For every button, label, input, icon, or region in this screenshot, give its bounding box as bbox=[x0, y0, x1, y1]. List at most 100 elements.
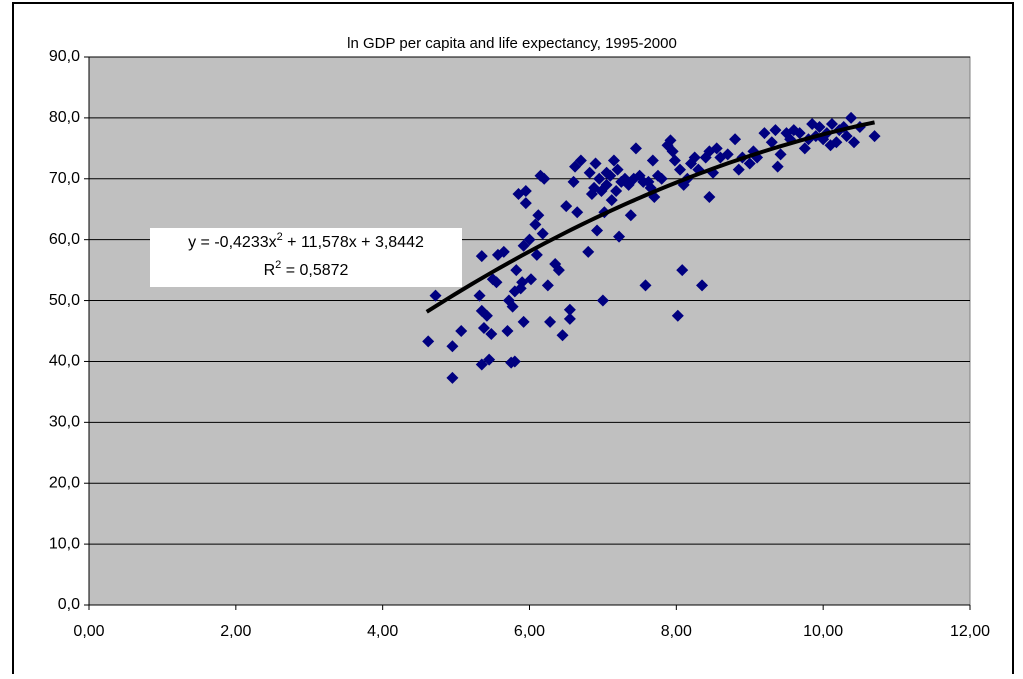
point bbox=[485, 328, 498, 341]
point bbox=[475, 250, 488, 263]
point bbox=[655, 172, 668, 185]
trendline-label-box bbox=[150, 228, 462, 287]
trendline-label: y = -0,4233x2 + 11,578x + 3,8442 bbox=[188, 231, 424, 251]
x-tick-label: 0,00 bbox=[73, 623, 104, 640]
point bbox=[541, 279, 554, 292]
point bbox=[774, 148, 787, 161]
point bbox=[523, 233, 536, 246]
point bbox=[806, 117, 819, 130]
point bbox=[769, 124, 782, 137]
point bbox=[591, 224, 604, 237]
trendline bbox=[425, 120, 875, 314]
point bbox=[510, 264, 523, 277]
point bbox=[646, 154, 659, 167]
chart-title: ln GDP per capita and life expectancy, 1… bbox=[347, 35, 677, 52]
point bbox=[607, 154, 620, 167]
point bbox=[422, 335, 435, 348]
point bbox=[758, 127, 771, 140]
point bbox=[639, 279, 652, 292]
point bbox=[536, 227, 549, 240]
point bbox=[848, 136, 861, 149]
plot-area bbox=[88, 56, 971, 606]
point bbox=[480, 309, 493, 322]
point bbox=[825, 117, 838, 130]
point bbox=[671, 309, 684, 322]
point bbox=[517, 315, 530, 328]
y-tick-label: 80,0 bbox=[49, 109, 80, 126]
point bbox=[475, 358, 488, 371]
point bbox=[674, 163, 687, 176]
point bbox=[552, 264, 565, 277]
point bbox=[771, 160, 784, 173]
point bbox=[524, 273, 537, 286]
point bbox=[497, 245, 510, 258]
point bbox=[610, 184, 623, 197]
trendline-label-part: + 11,578x + 3,8442 bbox=[283, 234, 424, 251]
point bbox=[840, 130, 853, 143]
point bbox=[483, 353, 496, 366]
trendline-label-part: = 0,5872 bbox=[281, 262, 348, 279]
point bbox=[593, 172, 606, 185]
y-tick-label: 20,0 bbox=[49, 474, 80, 491]
point bbox=[668, 154, 681, 167]
point bbox=[563, 303, 576, 316]
y-tick-label: 50,0 bbox=[49, 292, 80, 309]
y-tick-label: 40,0 bbox=[49, 353, 80, 370]
point bbox=[446, 340, 459, 353]
point bbox=[501, 325, 514, 337]
point bbox=[666, 145, 679, 158]
y-tick-label: 70,0 bbox=[49, 170, 80, 187]
point bbox=[446, 371, 459, 384]
point bbox=[729, 133, 742, 146]
y-tick-label: 0,0 bbox=[58, 596, 80, 613]
x-tick-label: 10,00 bbox=[803, 623, 843, 640]
point bbox=[664, 134, 677, 147]
point bbox=[743, 157, 756, 170]
point bbox=[583, 166, 596, 179]
point bbox=[600, 178, 613, 191]
point bbox=[455, 325, 468, 337]
trendline-label-part: 2 bbox=[275, 259, 281, 271]
point bbox=[529, 218, 542, 231]
trendline-label-part: 2 bbox=[277, 231, 283, 243]
point bbox=[519, 184, 532, 197]
x-tick-label: 4,00 bbox=[367, 623, 398, 640]
point bbox=[544, 315, 557, 328]
y-tick-label: 60,0 bbox=[49, 231, 80, 248]
point bbox=[574, 154, 587, 167]
point bbox=[519, 197, 532, 210]
point bbox=[611, 163, 624, 176]
point bbox=[604, 169, 617, 182]
point bbox=[473, 289, 486, 302]
point bbox=[538, 172, 551, 185]
point bbox=[556, 329, 569, 342]
point bbox=[490, 276, 503, 289]
trendline-label: R2 = 0,5872 bbox=[264, 259, 349, 279]
point bbox=[613, 230, 626, 243]
point bbox=[798, 142, 811, 155]
point bbox=[868, 130, 881, 143]
point bbox=[560, 200, 573, 213]
point bbox=[710, 142, 723, 155]
y-tick-label: 30,0 bbox=[49, 414, 80, 431]
point bbox=[793, 127, 806, 140]
point bbox=[765, 136, 778, 149]
y-tick-label: 90,0 bbox=[49, 48, 80, 65]
point bbox=[696, 279, 709, 292]
point bbox=[502, 294, 515, 307]
point bbox=[589, 157, 602, 170]
point bbox=[530, 248, 543, 261]
point bbox=[732, 163, 745, 176]
point bbox=[605, 194, 618, 207]
point bbox=[477, 321, 490, 334]
y-tick-label: 10,0 bbox=[49, 535, 80, 552]
point bbox=[845, 111, 858, 124]
trendline-label-part: R bbox=[264, 262, 276, 279]
point bbox=[813, 121, 826, 134]
point bbox=[676, 264, 689, 277]
point bbox=[688, 151, 701, 164]
point bbox=[532, 209, 545, 222]
x-tick-label: 12,00 bbox=[950, 623, 990, 640]
x-tick-label: 8,00 bbox=[661, 623, 692, 640]
point bbox=[830, 136, 843, 149]
